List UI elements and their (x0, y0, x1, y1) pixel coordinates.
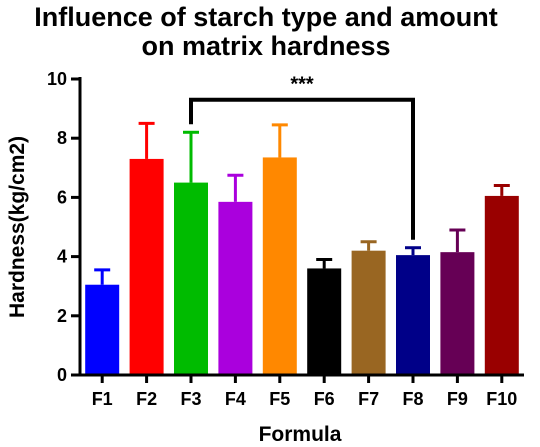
significance-annotation: *** (189, 74, 415, 240)
bar-f4 (218, 201, 253, 375)
x-axis-label: Formula (259, 423, 342, 446)
x-tick-label-f9: F9 (447, 389, 468, 409)
x-tick-label-f2: F2 (136, 389, 157, 409)
x-tick-label-f1: F1 (92, 389, 113, 409)
bar-f7 (351, 250, 386, 375)
bar-f10 (484, 195, 519, 375)
x-tick-label-f4: F4 (225, 389, 246, 409)
y-axis-label: Hardness(kg/cm2) (6, 136, 29, 318)
bar-f5 (262, 157, 297, 375)
y-tick-label: 0 (57, 365, 67, 385)
y-tick-label: 4 (57, 247, 67, 267)
y-tick-label: 10 (47, 69, 67, 89)
x-tick-label-f10: F10 (486, 389, 517, 409)
bar-f1 (85, 284, 120, 375)
x-tick-label-f7: F7 (358, 389, 379, 409)
x-tick-label-f8: F8 (402, 389, 423, 409)
bars-group (85, 157, 519, 375)
significance-stars: *** (290, 74, 314, 96)
y-tick-label: 2 (57, 306, 67, 326)
bar-f3 (174, 182, 208, 375)
bar-f2 (129, 158, 164, 375)
x-tick-label-f5: F5 (269, 389, 290, 409)
bar-f9 (440, 252, 475, 375)
x-tick-label-f3: F3 (180, 389, 201, 409)
bar-f6 (307, 268, 342, 375)
error-bars-group (94, 121, 510, 285)
x-tick-label-f6: F6 (314, 389, 335, 409)
y-tick-label: 8 (57, 128, 67, 148)
chart-title-line-1: Influence of starch type and amount (34, 2, 498, 32)
chart-title-line-2: on matrix hardness (141, 31, 390, 61)
y-tick-label: 6 (57, 187, 67, 207)
axes-group: 0 2 4 6 8 10 F1 F2 F3 F4 F5 F6 F7 F8 F9 F10 (47, 69, 524, 409)
significance-bracket (189, 97, 415, 240)
bar-f8 (396, 255, 430, 375)
